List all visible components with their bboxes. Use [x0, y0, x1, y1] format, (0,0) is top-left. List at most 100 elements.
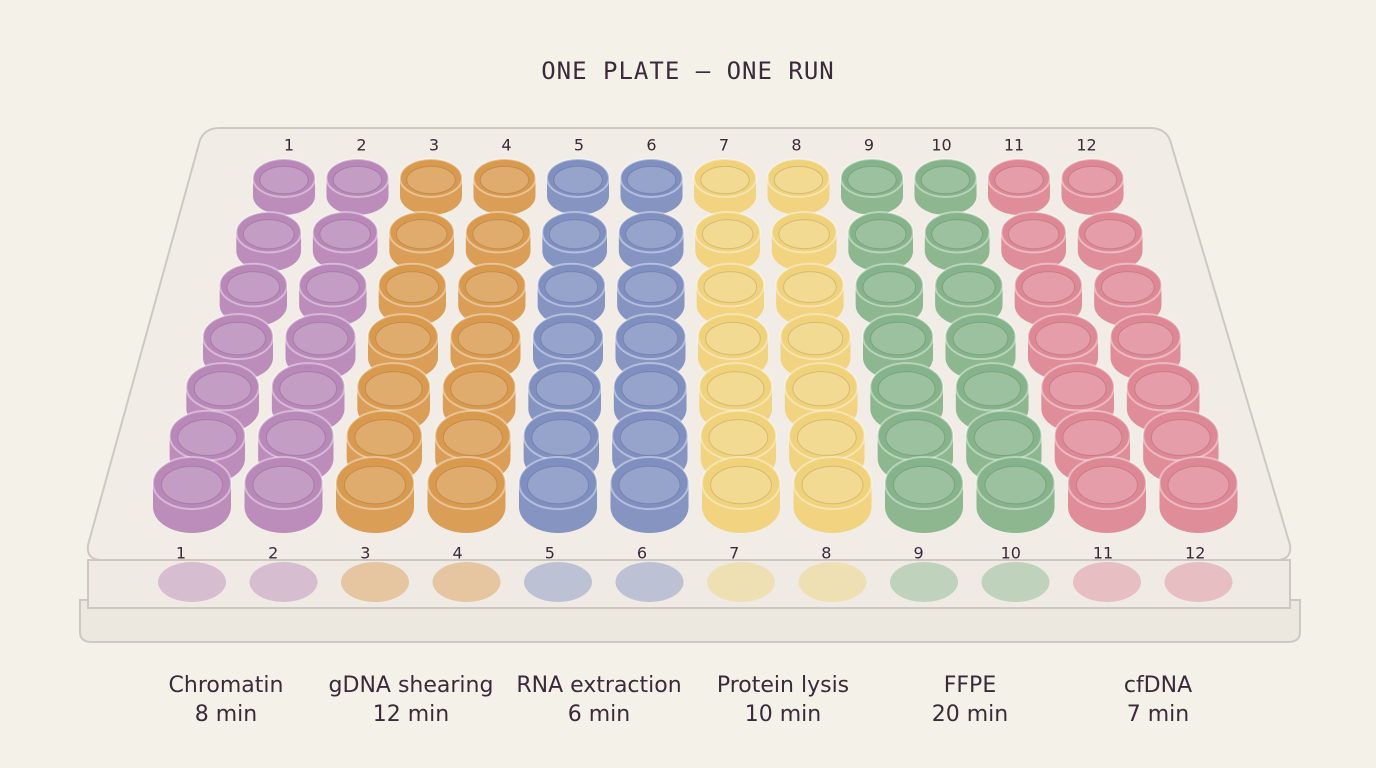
well-rim [464, 211, 532, 254]
well-inner [279, 371, 338, 407]
wells [152, 158, 1239, 602]
well [472, 158, 537, 215]
group-time: 10 min [745, 702, 821, 727]
well-rim [1067, 456, 1147, 510]
plate-base [79, 599, 1301, 643]
well-inner [385, 271, 440, 303]
well-inner [535, 371, 594, 407]
well [1000, 211, 1067, 272]
well-rim [356, 362, 431, 412]
well-rim [270, 362, 346, 412]
well-inner [292, 321, 349, 356]
well-inner [622, 321, 679, 356]
well-inner [703, 271, 758, 303]
well-rim [311, 211, 379, 254]
well-rim [854, 262, 924, 308]
well-rim [847, 211, 915, 254]
well-inner [1084, 219, 1136, 250]
well-rim [1125, 362, 1201, 412]
well-inner [1117, 321, 1174, 356]
column-label-bottom: 10 [1001, 544, 1021, 563]
well-inner [344, 465, 406, 505]
well-inner [1062, 419, 1123, 456]
well [388, 211, 455, 272]
group-name: gDNA shearing [329, 673, 494, 698]
well-rim [619, 158, 684, 198]
well-rim [1040, 362, 1115, 412]
column-label-top: 8 [791, 136, 801, 155]
well-inner [450, 371, 509, 407]
group-time: 20 min [932, 702, 1008, 727]
well-inner [210, 321, 266, 356]
column-label-bottom: 9 [914, 544, 924, 563]
well-inner [942, 271, 996, 303]
column-label-bottom: 8 [821, 544, 831, 563]
well-rim [284, 313, 357, 361]
well-inner [701, 219, 754, 250]
group-name: cfDNA [1124, 673, 1192, 698]
well-rim [1076, 211, 1144, 254]
well-inner [332, 165, 383, 195]
well-inner [1134, 371, 1193, 407]
well-inner [319, 219, 371, 250]
well-inner [544, 271, 599, 303]
well-inner [395, 219, 448, 250]
reflection [432, 562, 501, 602]
well [1040, 362, 1115, 433]
well-inner [1067, 165, 1118, 195]
well-inner [773, 165, 824, 195]
well [252, 158, 316, 215]
well-inner [893, 465, 955, 505]
well-inner [877, 371, 936, 407]
well [335, 456, 415, 533]
reflection [341, 562, 409, 602]
well-rim [783, 362, 859, 412]
column-label-top: 5 [574, 136, 584, 155]
well-rim [693, 158, 757, 198]
well [792, 456, 873, 533]
well-rim [934, 262, 1004, 308]
well-rim [388, 211, 455, 254]
column-label-bottom: 11 [1093, 544, 1113, 563]
group-name: FFPE [944, 673, 996, 698]
well [325, 158, 390, 215]
well-rim [1093, 262, 1163, 308]
column-label-bottom: 3 [360, 544, 370, 563]
well [944, 313, 1017, 381]
reflection [158, 562, 226, 602]
well-inner [442, 419, 503, 456]
well-inner [1048, 371, 1107, 407]
well-inner [624, 271, 678, 303]
well-rim [527, 362, 603, 412]
well-rim [698, 362, 774, 412]
well-inner [1150, 419, 1211, 456]
column-label-top: 4 [501, 136, 511, 155]
column-label-bottom: 6 [637, 544, 647, 563]
group-time: 7 min [1127, 702, 1189, 727]
well-rim [449, 313, 522, 361]
well-inner [527, 465, 589, 505]
well-inner [457, 321, 514, 356]
well-inner [621, 371, 680, 407]
well-rim [532, 313, 604, 361]
well [840, 158, 904, 215]
group-time: 8 min [195, 702, 257, 727]
well [913, 158, 978, 215]
well-inner [787, 321, 844, 356]
well [617, 211, 685, 272]
well-rim [779, 313, 852, 361]
column-label-bottom: 4 [453, 544, 463, 563]
reflection [890, 562, 958, 602]
well-rim [1013, 262, 1084, 308]
column-label-bottom: 7 [729, 544, 739, 563]
group-time: 12 min [373, 702, 449, 727]
well-inner [626, 165, 677, 195]
well-inner [435, 465, 498, 505]
well-inner [778, 219, 830, 250]
well-rim [185, 362, 261, 412]
reflection [798, 562, 867, 602]
well-inner [619, 419, 680, 456]
column-label-bottom: 5 [545, 544, 555, 563]
well [987, 158, 1051, 215]
